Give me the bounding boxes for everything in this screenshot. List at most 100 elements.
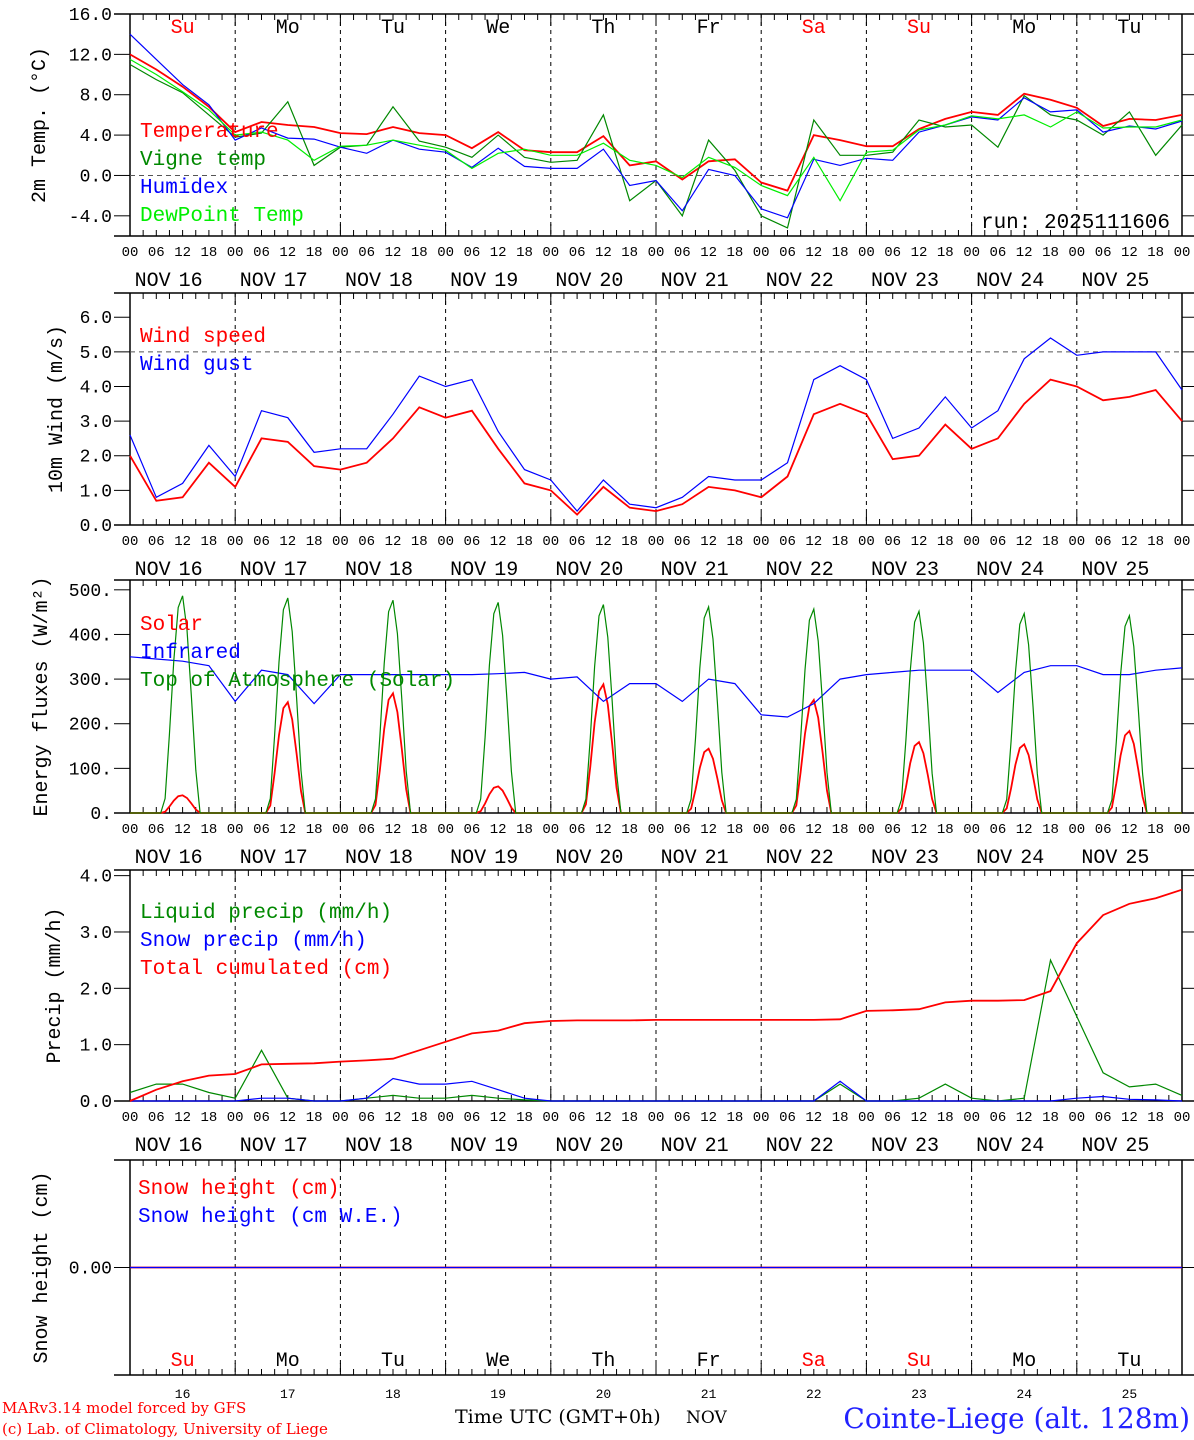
x-date-day: 24 bbox=[1020, 1135, 1044, 1158]
x-date-month: NOV bbox=[976, 270, 1012, 293]
x-date-month: NOV bbox=[871, 270, 907, 293]
y-axis-title: 10m Wind (m/s) bbox=[46, 325, 69, 493]
x-hour-label: 12 bbox=[174, 534, 191, 550]
legend-entry: DewPoint Temp bbox=[140, 205, 304, 228]
x-hour-label: 18 bbox=[1147, 534, 1164, 550]
x-hour-label: 00 bbox=[1174, 822, 1191, 838]
x-date-month: NOV bbox=[450, 559, 486, 582]
x-hour-label: 00 bbox=[1174, 1110, 1191, 1126]
x-hour-label: 18 bbox=[1042, 245, 1059, 261]
x-hour-label: 12 bbox=[1121, 245, 1138, 261]
x-hour-label: 06 bbox=[569, 1110, 586, 1126]
x-hour-label: 06 bbox=[253, 1110, 270, 1126]
x-date-day: 17 bbox=[284, 559, 308, 582]
y-tick-label: 300. bbox=[69, 671, 112, 691]
y-tick-label: 0.0 bbox=[80, 167, 112, 187]
x-hour-label: 06 bbox=[779, 1110, 796, 1126]
x-date-day: 20 bbox=[599, 847, 623, 870]
x-date-month: NOV bbox=[135, 559, 171, 582]
x-date-month: NOV bbox=[450, 847, 486, 870]
x-hour-label: 06 bbox=[989, 1110, 1006, 1126]
x-hour-label: 12 bbox=[490, 1110, 507, 1126]
x-date-month: NOV bbox=[661, 270, 697, 293]
x-hour-label: 06 bbox=[674, 1110, 691, 1126]
x-hour-label: 12 bbox=[700, 534, 717, 550]
station-name: Cointe-Liege (alt. 128m) bbox=[843, 1402, 1190, 1435]
x-hour-label: 18 bbox=[306, 534, 323, 550]
x-hour-label: 18 bbox=[621, 1110, 638, 1126]
weekday-label: Sa bbox=[802, 17, 826, 40]
x-date-month: NOV bbox=[135, 270, 171, 293]
x-hour-label: 12 bbox=[174, 245, 191, 261]
y-tick-label: 0.00 bbox=[69, 1260, 112, 1280]
x-date-month: NOV bbox=[1081, 847, 1117, 870]
x-hour-label: 00 bbox=[122, 245, 139, 261]
x-date-month: NOV bbox=[555, 847, 591, 870]
x-hour-label: 06 bbox=[463, 534, 480, 550]
x-hour-label: 06 bbox=[989, 245, 1006, 261]
x-date-month: NOV bbox=[240, 1135, 276, 1158]
x-hour-label: 00 bbox=[227, 822, 244, 838]
x-hour-label: 18 bbox=[516, 822, 533, 838]
x-hour-label: 18 bbox=[516, 1110, 533, 1126]
x-hour-label: 00 bbox=[858, 534, 875, 550]
x-hour-label: 12 bbox=[490, 822, 507, 838]
x-hour-label: 18 bbox=[937, 822, 954, 838]
x-hour-label: 18 bbox=[200, 245, 217, 261]
x-hour-label: 06 bbox=[569, 245, 586, 261]
x-hour-label: 00 bbox=[332, 245, 349, 261]
legend-entry: Vigne temp bbox=[140, 149, 266, 172]
x-hour-label: 18 bbox=[1042, 822, 1059, 838]
x-date-day: 23 bbox=[915, 270, 939, 293]
x-hour-label: 18 bbox=[937, 534, 954, 550]
x-hour-label: 12 bbox=[911, 822, 928, 838]
x-hour-label: 06 bbox=[148, 1110, 165, 1126]
x-date-month: NOV bbox=[555, 1135, 591, 1158]
x-hour-label: 12 bbox=[595, 1110, 612, 1126]
y-axis-title: Precip (mm/h) bbox=[44, 907, 67, 1063]
legend-entry: Total cumulated (cm) bbox=[140, 958, 392, 981]
x-date-day: 22 bbox=[810, 270, 834, 293]
y-tick-label: 1.0 bbox=[80, 1037, 112, 1057]
y-tick-label: 0.0 bbox=[80, 1093, 112, 1113]
x-hour-label: 12 bbox=[805, 822, 822, 838]
x-hour-label: 12 bbox=[174, 822, 191, 838]
footer-credit: (c) Lab. of Climatology, University of L… bbox=[2, 1420, 328, 1438]
x-hour-label: 18 bbox=[832, 534, 849, 550]
weekday-label: Su bbox=[171, 17, 195, 40]
weekday-label: Mo bbox=[276, 1350, 300, 1373]
x-hour-label: 12 bbox=[805, 1110, 822, 1126]
x-hour-label: 00 bbox=[542, 1110, 559, 1126]
series-line-top-of-atmosphere-solar bbox=[130, 595, 1182, 814]
x-hour-label: 00 bbox=[648, 1110, 665, 1126]
x-hour-label: 00 bbox=[648, 822, 665, 838]
x-hour-label: 12 bbox=[490, 245, 507, 261]
x-hour-label: 18 bbox=[937, 245, 954, 261]
weekday-label: Tu bbox=[381, 1350, 405, 1373]
x-hour-label: 00 bbox=[858, 245, 875, 261]
x-hour-label: 00 bbox=[542, 245, 559, 261]
x-hour-label: 06 bbox=[884, 822, 901, 838]
x-hour-label: 18 bbox=[832, 245, 849, 261]
x-hour-label: 12 bbox=[174, 1110, 191, 1126]
x-date-day: 19 bbox=[494, 559, 518, 582]
x-hour-label: 06 bbox=[253, 534, 270, 550]
series-line-snow-precip-mm-h bbox=[130, 1077, 1183, 1102]
run-label: run: 2025111606 bbox=[981, 212, 1170, 235]
weekday-label: Tu bbox=[381, 17, 405, 40]
x-hour-label: 18 bbox=[411, 1110, 428, 1126]
weekday-label: Fr bbox=[697, 17, 721, 40]
y-axis-title: Energy fluxes (W/m²) bbox=[31, 576, 54, 816]
x-hour-label: 18 bbox=[411, 534, 428, 550]
y-tick-label: 100. bbox=[69, 760, 112, 780]
date-number: 22 bbox=[806, 1387, 822, 1402]
weekday-label: Sa bbox=[802, 1350, 826, 1373]
x-hour-label: 00 bbox=[648, 245, 665, 261]
x-date-month: NOV bbox=[450, 1135, 486, 1158]
weekday-label: Mo bbox=[1012, 1350, 1036, 1373]
panel-wind bbox=[114, 292, 1194, 526]
panel-snow bbox=[114, 1159, 1194, 1376]
x-date-day: 17 bbox=[284, 847, 308, 870]
x-hour-label: 12 bbox=[279, 245, 296, 261]
date-number: 23 bbox=[911, 1387, 927, 1402]
